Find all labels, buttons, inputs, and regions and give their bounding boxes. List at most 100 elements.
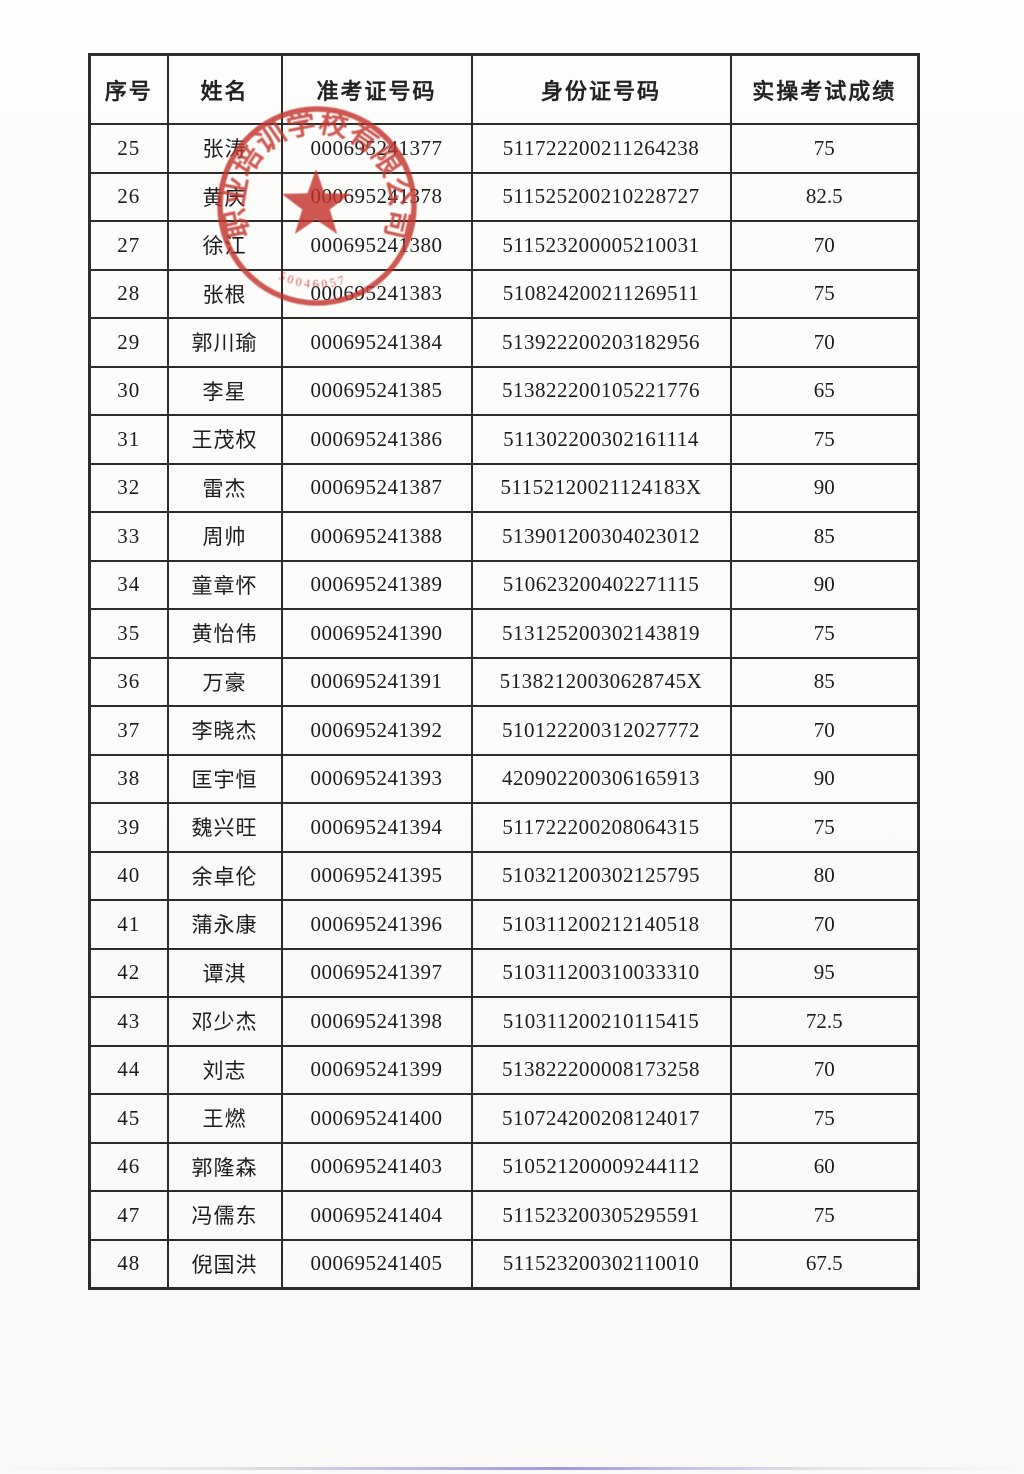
table-cell: 000695241393 (280, 753, 473, 804)
table-row: 37 李晓杰 000695241392 510122200312027772 70 (88, 705, 920, 756)
column-header-2: 准考证号码 (280, 53, 473, 125)
table-cell: 70 (729, 899, 920, 950)
table-cell: 510311200210115415 (470, 996, 732, 1047)
table-cell: 余卓伦 (166, 850, 283, 901)
table-cell: 48 (88, 1238, 169, 1290)
table-cell: 34 (88, 559, 169, 610)
table-cell: 27 (88, 220, 169, 271)
table-cell: 75 (729, 608, 920, 659)
table-row: 40 余卓伦 000695241395 510321200302125795 80 (88, 850, 920, 901)
table-cell: 29 (88, 317, 169, 368)
table-row: 33 周帅 000695241388 513901200304023012 85 (88, 511, 920, 562)
table-cell: 000695241386 (280, 414, 473, 465)
table-cell: 510321200302125795 (470, 850, 732, 901)
table-cell: 37 (88, 705, 169, 756)
table-cell: 38 (88, 753, 169, 804)
table-cell: 邓少杰 (166, 996, 283, 1047)
table-row: 30 李星 000695241385 513822200105221776 65 (88, 365, 920, 416)
table-cell: 33 (88, 511, 169, 562)
table-cell: 46 (88, 1141, 169, 1192)
table-cell: 510122200312027772 (470, 705, 732, 756)
table-cell: 510311200212140518 (470, 899, 732, 950)
table-cell: 511523200302110010 (470, 1238, 732, 1290)
table-cell: 44 (88, 1044, 169, 1095)
table-cell: 000695241400 (280, 1093, 473, 1144)
table-cell: 511525200210228727 (470, 171, 732, 222)
table-row: 27 徐江 000695241380 511523200005210031 70 (88, 220, 920, 271)
table-cell: 000695241404 (280, 1190, 473, 1241)
table-cell: 45 (88, 1093, 169, 1144)
table-cell: 39 (88, 802, 169, 853)
table-cell: 30 (88, 365, 169, 416)
svg-text:50046057: 50046057 (277, 268, 349, 291)
table-cell: 511523200005210031 (470, 220, 732, 271)
table-cell: 65 (729, 365, 920, 416)
table-row: 42 谭淇 000695241397 510311200310033310 95 (88, 947, 920, 998)
table-cell: 510623200402271115 (470, 559, 732, 610)
table-cell: 82.5 (729, 171, 920, 222)
table-cell: 43 (88, 996, 169, 1047)
table-cell: 000695241397 (280, 947, 473, 998)
table-cell: 蒲永康 (166, 899, 283, 950)
column-header-1: 姓名 (166, 53, 283, 125)
seal-serial-number: 50046057 (277, 268, 346, 291)
table-cell: 513125200302143819 (470, 608, 732, 659)
exam-score-table: 序号 姓名 准考证号码 身份证号码 实操考试成绩 25 张涛 000695241377 511… (88, 53, 920, 1290)
table-cell: 魏兴旺 (166, 802, 283, 853)
table-cell: 513901200304023012 (470, 511, 732, 562)
table-cell: 000695241387 (280, 462, 473, 513)
table-cell: 000695241385 (280, 365, 473, 416)
table-cell: 67.5 (729, 1238, 920, 1290)
table-cell: 72.5 (729, 996, 920, 1047)
table-cell: 000695241390 (280, 608, 473, 659)
table-row: 47 冯儒东 000695241404 511523200305295591 75 (88, 1190, 920, 1241)
table-cell: 510724200208124017 (470, 1093, 732, 1144)
table-cell: 周帅 (166, 511, 283, 562)
table-cell: 000695241394 (280, 802, 473, 853)
table-cell: 000695241389 (280, 559, 473, 610)
table-cell: 80 (729, 850, 920, 901)
table-row: 31 王茂权 000695241386 511302200302161114 75 (88, 414, 920, 465)
column-header-4: 实操考试成绩 (729, 53, 920, 125)
table-cell: 匡宇恒 (166, 753, 283, 804)
table-cell: 000695241380 (280, 220, 473, 271)
table-cell: 420902200306165913 (470, 753, 732, 804)
table-row: 36 万豪 000695241391 51382120030628745X 85 (88, 656, 920, 707)
table-row: 45 王燃 000695241400 510724200208124017 75 (88, 1093, 920, 1144)
table-cell: 26 (88, 171, 169, 222)
table-cell: 70 (729, 1044, 920, 1095)
table-cell: 000695241399 (280, 1044, 473, 1095)
table-cell: 513922200203182956 (470, 317, 732, 368)
table-cell: 51382120030628745X (470, 656, 732, 707)
table-cell: 郭隆森 (166, 1141, 283, 1192)
table-cell: 75 (729, 414, 920, 465)
table-cell: 47 (88, 1190, 169, 1241)
table-row: 41 蒲永康 000695241396 510311200212140518 70 (88, 899, 920, 950)
table-cell: 511722200211264238 (470, 123, 732, 174)
table-cell: 冯儒东 (166, 1190, 283, 1241)
table-cell: 75 (729, 802, 920, 853)
seal-circle (217, 106, 417, 306)
table-row: 32 雷杰 000695241387 51152120021124183X 90 (88, 462, 920, 513)
table-cell: 李晓杰 (166, 705, 283, 756)
table-cell: 王燃 (166, 1093, 283, 1144)
table-cell: 90 (729, 753, 920, 804)
table-cell: 郭川瑜 (166, 317, 283, 368)
table-cell: 75 (729, 1093, 920, 1144)
table-cell: 000695241398 (280, 996, 473, 1047)
table-cell: 60 (729, 1141, 920, 1192)
table-cell: 90 (729, 559, 920, 610)
table-cell: 513822200105221776 (470, 365, 732, 416)
table-cell: 95 (729, 947, 920, 998)
table-cell: 70 (729, 220, 920, 271)
table-cell: 李星 (166, 365, 283, 416)
table-row: 38 匡宇恒 000695241393 420902200306165913 90 (88, 753, 920, 804)
table-cell: 70 (729, 705, 920, 756)
table-cell: 28 (88, 268, 169, 319)
column-header-0: 序号 (88, 53, 169, 125)
table-cell: 70 (729, 317, 920, 368)
table-row: 43 邓少杰 000695241398 510311200210115415 72.5 (88, 996, 920, 1047)
table-cell: 32 (88, 462, 169, 513)
table-header-row: 序号 姓名 准考证号码 身份证号码 实操考试成绩 (88, 53, 920, 125)
